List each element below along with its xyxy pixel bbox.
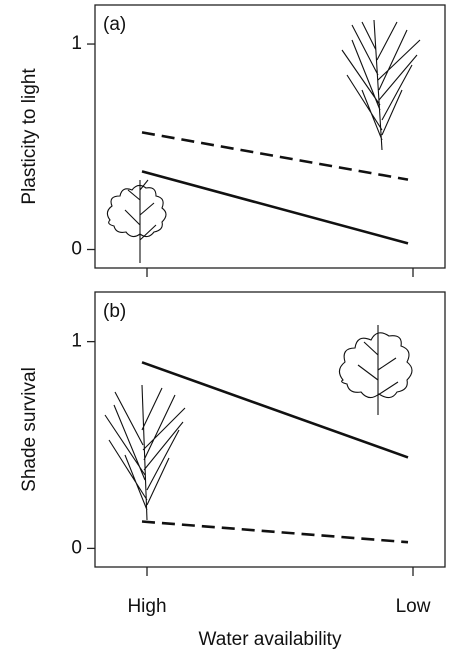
oak-icon — [106, 179, 167, 263]
series-line — [141, 170, 409, 245]
pine-icon — [341, 19, 421, 151]
y-axis-label: Shade survival — [19, 367, 40, 492]
x-axis-label: Water availability — [199, 629, 342, 650]
panel-label: (b) — [103, 301, 126, 322]
x-tick-label: Low — [396, 596, 431, 617]
pine-icon — [104, 384, 186, 521]
series-line — [141, 361, 409, 459]
series-line — [141, 131, 409, 181]
y-tick-label: 1 — [71, 33, 82, 54]
y-tick-label: 0 — [71, 537, 82, 558]
plot-frame — [94, 4, 446, 269]
y-axis-label: Plasticity to light — [19, 68, 40, 205]
panel-label: (a) — [103, 14, 126, 35]
plot-frame — [94, 291, 446, 568]
y-tick-label: 0 — [71, 239, 82, 260]
oak-icon — [338, 325, 413, 415]
x-tick-label: High — [127, 596, 166, 617]
series-line — [141, 520, 409, 544]
y-tick-label: 1 — [71, 331, 82, 352]
